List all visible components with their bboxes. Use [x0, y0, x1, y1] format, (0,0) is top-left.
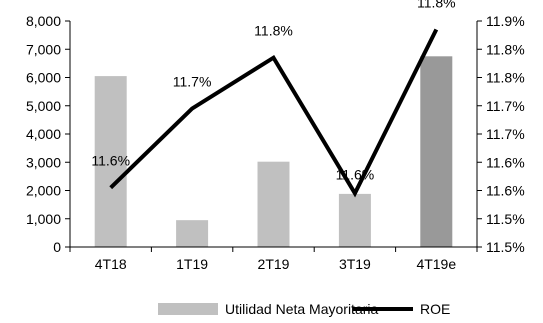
bar-series: [94, 56, 453, 248]
axes: [69, 21, 478, 248]
x-tick-label: 4T18: [95, 256, 127, 272]
left-tick-label: 2,000: [26, 183, 61, 199]
right-tick-label: 11.7%: [486, 98, 525, 114]
x-tick-label: 2T19: [258, 256, 290, 272]
legend: Utilidad Neta Mayoritaria ROE: [158, 301, 450, 317]
legend-label-line: ROE: [420, 301, 450, 317]
x-tick-label: 3T19: [339, 256, 371, 272]
bar: [420, 56, 453, 247]
right-tick-label: 11.8%: [486, 41, 525, 57]
right-tick-label: 11.5%: [486, 211, 525, 227]
left-tick-label: 0: [53, 239, 61, 255]
bar: [94, 76, 127, 248]
left-axis-ticks: 0 1,000 2,000 3,000 4,000 5,000 6,000 7,000 8,00…: [26, 13, 70, 255]
roe-data-label: 11.8%: [417, 0, 456, 10]
roe-line: [109, 28, 439, 198]
x-axis-ticks: 4T18 1T19 2T19 3T19 4T19e: [69, 247, 478, 272]
left-tick-label: 8,000: [26, 13, 61, 29]
bar: [176, 220, 209, 247]
right-tick-label: 11.6%: [486, 183, 525, 199]
right-tick-label: 11.9%: [486, 13, 525, 29]
left-tick-label: 4,000: [26, 126, 61, 142]
roe-data-label: 11.6%: [336, 166, 375, 182]
left-tick-label: 7,000: [26, 41, 61, 57]
left-tick-label: 6,000: [26, 70, 61, 86]
x-tick-label: 4T19e: [416, 256, 456, 272]
legend-swatch-bar: [158, 303, 218, 315]
line-series: [109, 28, 439, 198]
left-tick-label: 3,000: [26, 154, 61, 170]
right-tick-label: 11.7%: [486, 126, 525, 142]
bar: [338, 193, 371, 247]
right-tick-label: 11.8%: [486, 70, 525, 86]
roe-data-label: 11.8%: [254, 23, 293, 39]
legend-label-bar: Utilidad Neta Mayoritaria: [225, 301, 378, 317]
right-tick-label: 11.5%: [486, 239, 525, 255]
right-axis-ticks: 11.5% 11.5% 11.6% 11.6% 11.7% 11.7% 11.8% 11.8%…: [477, 13, 525, 255]
left-tick-label: 1,000: [26, 211, 61, 227]
right-tick-label: 11.6%: [486, 154, 525, 170]
x-tick-label: 1T19: [176, 256, 208, 272]
bar: [257, 161, 290, 247]
roe-data-label: 11.7%: [173, 74, 212, 90]
roe-data-label: 11.6%: [91, 153, 130, 169]
data-labels: 11.6% 11.7% 11.8% 11.6% 11.8%: [91, 0, 455, 182]
left-tick-label: 5,000: [26, 98, 61, 114]
